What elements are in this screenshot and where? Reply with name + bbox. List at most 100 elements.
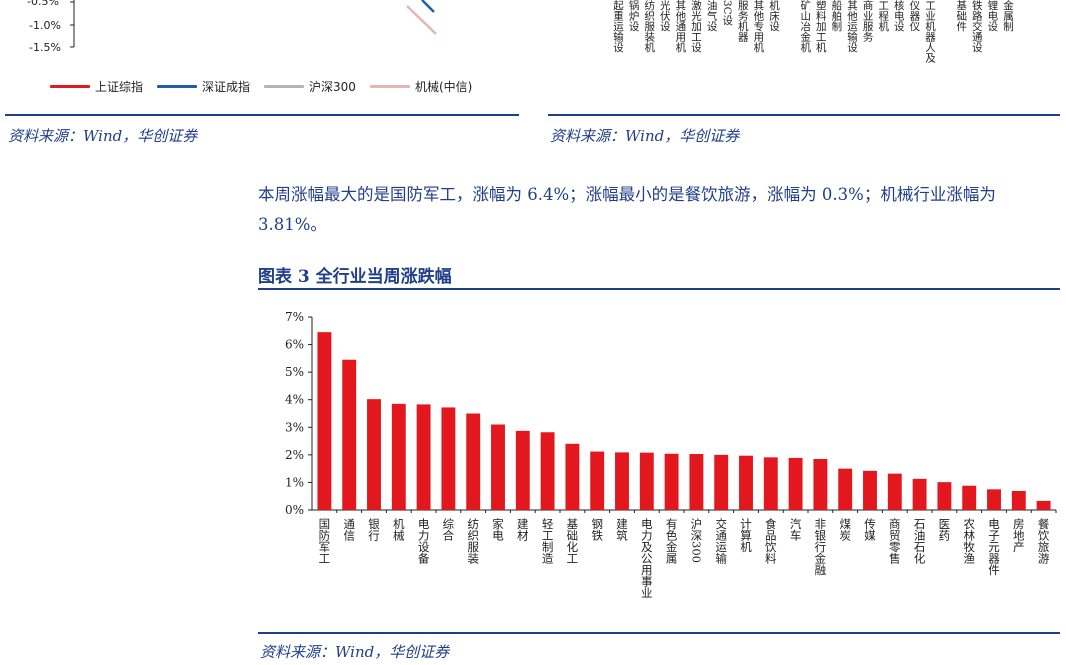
legend-swatch [157, 84, 198, 88]
y-tick-label: 2% [285, 448, 304, 462]
bar [391, 403, 406, 510]
category-label: 煤炭 [838, 518, 852, 542]
bar [987, 489, 1001, 510]
bar [367, 399, 381, 510]
section-divider [5, 114, 519, 116]
bar [1011, 490, 1026, 510]
figure-title-rule [258, 288, 1060, 290]
legend-label: 机械(中信) [414, 79, 473, 94]
legend-item: 机械(中信) [369, 78, 473, 95]
category-label: 矿山冶金机 [799, 0, 812, 53]
bar [491, 424, 505, 510]
bar [887, 473, 902, 510]
category-label: 钢铁 [590, 518, 604, 541]
bar [590, 451, 605, 510]
bar [739, 455, 753, 510]
category-label: 通信 [342, 518, 356, 542]
category-label: 工程机 [877, 0, 890, 32]
category-label: 建筑 [615, 517, 629, 541]
y-tick-label: 1% [285, 475, 304, 489]
category-label: 其他专用机 [752, 0, 765, 53]
category-label: 电子元器件 [987, 518, 1001, 576]
y-tick-label: -1.0% [29, 19, 61, 32]
source-note: 资料来源：Wind，华创证券 [550, 127, 740, 145]
bar [788, 457, 803, 510]
legend-swatch [369, 84, 410, 88]
bar [416, 404, 431, 510]
bar [615, 452, 629, 510]
bar [466, 413, 481, 510]
bar [342, 359, 357, 510]
legend-swatch [50, 84, 90, 88]
bar [838, 468, 853, 510]
legend-label: 深证成指 [202, 79, 251, 94]
bar [441, 407, 456, 510]
line-series-machinery [406, 5, 437, 35]
bar [912, 478, 927, 510]
category-label: 铁路交通设 [970, 0, 983, 53]
figure-title: 图表 3 全行业当周涨跌幅 [258, 267, 452, 287]
category-label: 基础件 [955, 0, 968, 32]
category-label: 食品饮料 [764, 517, 778, 565]
category-label: 船舶制 [830, 0, 843, 32]
category-label: 汽车 [789, 517, 803, 542]
category-label: 餐饮旅游 [1037, 517, 1051, 564]
category-label: 服务机器 [736, 0, 749, 42]
category-label: 石油石化 [913, 518, 927, 565]
top-left-plot [70, 0, 437, 48]
category-label: 基础化工 [565, 518, 579, 564]
category-label: 电力设备 [417, 518, 431, 565]
bar-chart: 0% 1% 2% 3% 4% 5% 6% 7% 国防军工 通信 银行 机械 电力设备 综合 纺织服装 家电 建材… [285, 310, 1057, 599]
top-right-chart: 起重运输设 锅炉设 纺织服装机 光伏设 其他通用机 激光加工设 油气设 3C设 服务机器 其他专用… [548, 0, 1060, 112]
y-tick-label: 0% [285, 503, 304, 517]
category-label: 商贸零售 [888, 517, 902, 565]
category-label: 轻工制造 [541, 517, 555, 564]
bar [1036, 500, 1051, 510]
category-label: 纺织服装 [466, 517, 480, 565]
bar [565, 443, 580, 510]
legend-item: 深证成指 [157, 78, 250, 95]
category-label: 商业服务 [861, 0, 874, 42]
category-label: 国防军工 [317, 518, 331, 564]
bar [639, 452, 654, 510]
y-tick-label: 7% [285, 310, 304, 324]
bar [515, 430, 530, 510]
category-label: 起重运输设 [612, 0, 624, 53]
figure-bottom-rule [258, 632, 1060, 634]
legend-swatch [264, 84, 305, 88]
bar [689, 454, 704, 510]
category-label: 核电设 [892, 0, 905, 32]
category-label: 锅炉设 [627, 0, 640, 32]
category-label: 光伏设 [658, 0, 671, 32]
category-label: 家电 [491, 517, 505, 541]
category-label: 非银行金融 [813, 518, 827, 576]
category-label: 建材 [516, 517, 530, 541]
legend-item: 沪深300 [264, 78, 356, 95]
y-tick-label: 3% [285, 420, 304, 434]
category-label: 房地产 [1012, 518, 1026, 553]
bar [763, 457, 778, 510]
bar [664, 453, 679, 510]
y-tick-label: 4% [285, 393, 304, 407]
body-paragraph: 本周涨幅最大的是国防军工，涨幅为 6.4%；涨幅最小的是餐饮旅游，涨幅为 0.3… [258, 185, 996, 234]
legend-label: 上证综指 [95, 79, 144, 94]
category-label: 电力及公用事业 [640, 518, 654, 599]
category-label: 纺织服装机 [643, 0, 656, 53]
category-label: 3C设 [721, 0, 734, 26]
category-label: 其他通用机 [674, 0, 687, 53]
legend-item: 上证综指 [50, 78, 143, 95]
bar [863, 470, 877, 510]
category-label: 银行 [367, 517, 381, 542]
category-label: 工业机器人及 [924, 0, 936, 63]
category-label: 交通运输 [714, 517, 728, 565]
y-tick-label: -1.5% [29, 41, 61, 54]
category-label: 计算机 [739, 518, 753, 553]
y-tick-label: -0.5% [27, 0, 59, 8]
category-label: 金属制 [1002, 0, 1014, 32]
y-tick-label: 5% [285, 365, 304, 379]
category-label: 综合 [441, 517, 455, 541]
category-label: 油气设 [705, 0, 718, 32]
category-label: 沪深300 [689, 517, 703, 563]
bar [714, 454, 729, 510]
category-label: 有色金属 [665, 517, 679, 565]
